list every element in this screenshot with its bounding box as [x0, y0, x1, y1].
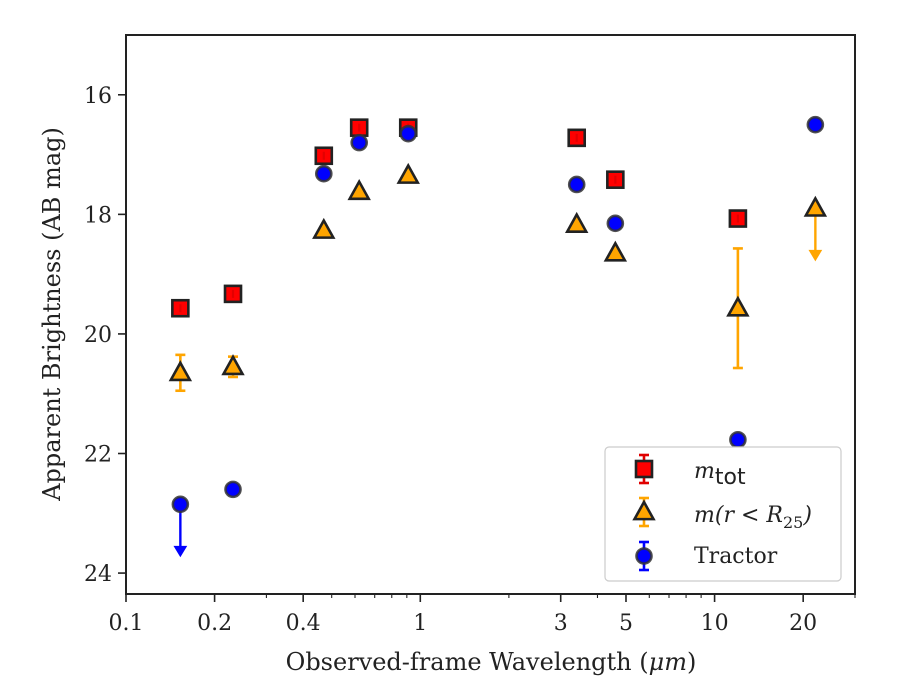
legend-label-tractor: Tractor — [694, 544, 778, 569]
legend: mtot m(r < R25) Tractor — [604, 446, 842, 582]
y-tick-label: 18 — [84, 203, 112, 228]
legend-mtot-sub: tot — [715, 465, 746, 490]
y-tick-label: 22 — [84, 443, 112, 468]
x-tick-label: 1 — [413, 611, 427, 636]
legend-mr25-sub: 25 — [783, 513, 803, 532]
legend-label-mr25: m(r < R25) — [694, 503, 812, 532]
mr25-point — [803, 195, 828, 217]
x-tick-label: 10 — [701, 611, 729, 636]
legend-marker-tractor — [635, 547, 653, 565]
axes: 0.1 0.2 0.4 1 3 5 10 20 16 18 20 22 24 — [84, 84, 856, 636]
x-tick-label: 5 — [619, 611, 633, 636]
upper-limit-arrowhead — [808, 249, 823, 262]
x-tick-label: 0.4 — [286, 611, 321, 636]
x-axis-label-suffix: ) — [687, 648, 696, 676]
y-axis-label: Apparent Brightness (AB mag) — [38, 127, 66, 502]
legend-mtot-main: m — [694, 459, 715, 484]
legend-mr25-main: m(r < R — [694, 503, 783, 528]
x-tick-label: 3 — [554, 611, 568, 636]
legend-label-mtot: mtot — [694, 459, 746, 490]
y-tick-label: 20 — [84, 323, 112, 348]
mr25-point — [168, 360, 193, 382]
x-axis-label-unit: μm — [649, 648, 687, 676]
legend-markers — [632, 453, 656, 572]
plot-marks — [168, 115, 828, 558]
plot-frame — [125, 34, 856, 595]
y-tick-label: 16 — [84, 84, 112, 109]
legend-marker-mr25 — [632, 499, 656, 521]
mr25-point — [726, 295, 750, 317]
legend-marker-mtot — [634, 459, 654, 479]
series-mr25 — [168, 162, 828, 393]
x-tick-label: 0.1 — [109, 611, 144, 636]
series-tractor — [171, 115, 825, 558]
y-tick-label: 24 — [84, 562, 112, 587]
legend-frame — [604, 446, 842, 582]
x-tick-label: 0.2 — [197, 611, 232, 636]
mr25-point — [221, 354, 245, 376]
legend-mr25-tail: ) — [802, 503, 812, 528]
x-tick-label: 20 — [789, 611, 817, 636]
x-axis-label-prefix: Observed-frame Wavelength ( — [286, 648, 649, 676]
tractor-point — [171, 495, 190, 514]
x-axis-label: Observed-frame Wavelength (μm) — [286, 648, 697, 676]
upper-limit-arrowhead — [173, 545, 188, 558]
